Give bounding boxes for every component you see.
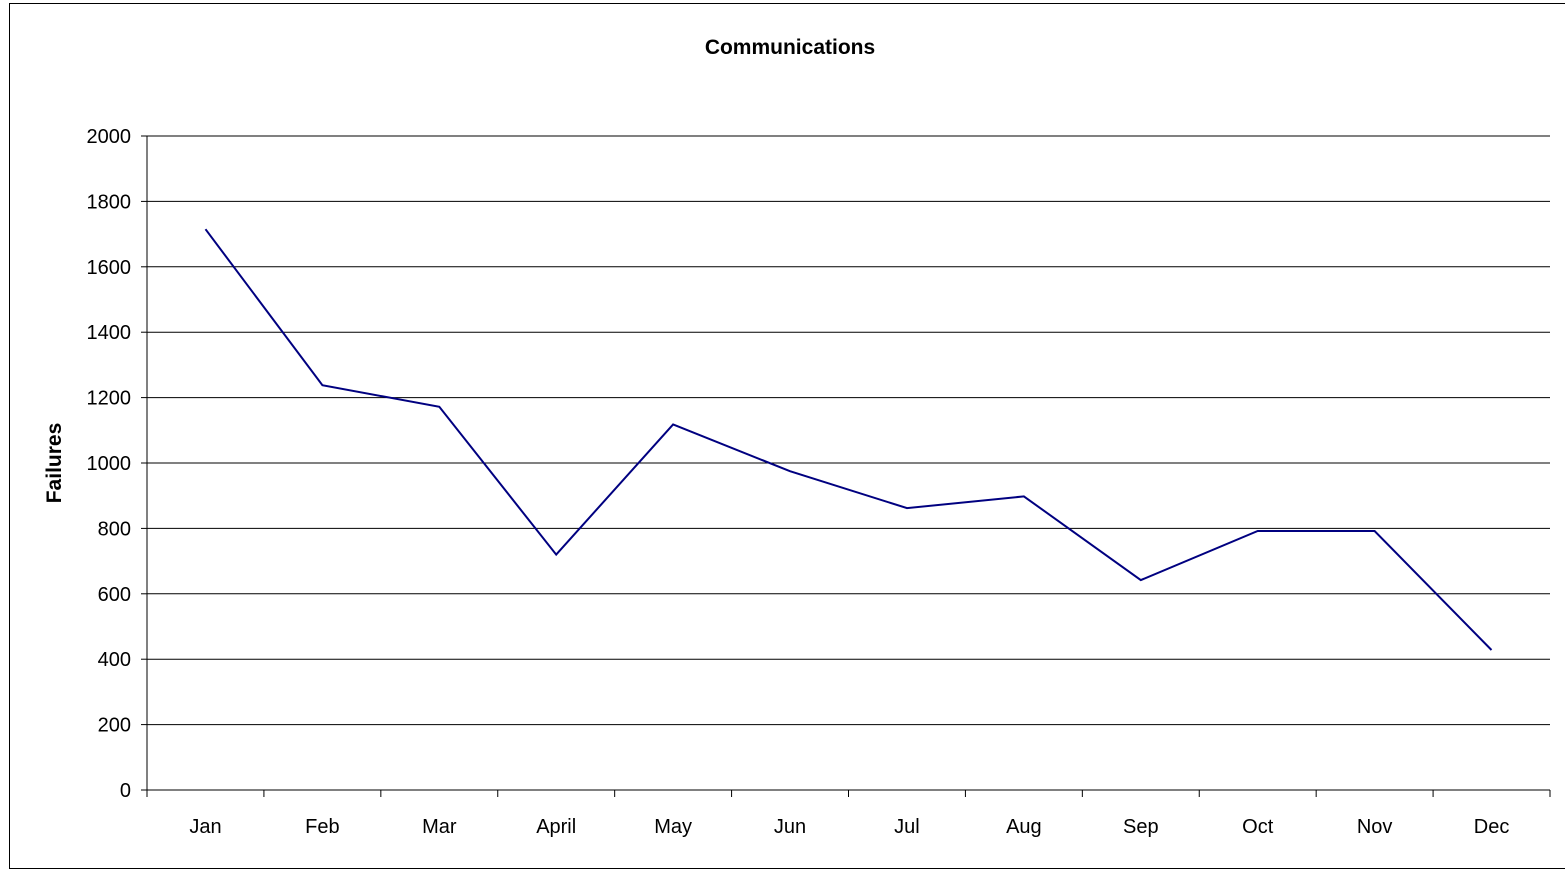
y-tick-label: 1800 [87, 191, 132, 213]
x-tick-labels: Jan Feb Mar April May Jun Jul Aug Sep Oct Nov Dec [189, 816, 1509, 838]
y-tick-label: 1000 [87, 453, 132, 475]
y-tick-label: 800 [98, 518, 131, 540]
x-tick-label: Nov [1357, 816, 1393, 838]
chart-title: Communications [705, 36, 875, 59]
axes [141, 135, 1551, 797]
x-tick-label: Feb [305, 816, 339, 838]
y-tick-label: 1600 [87, 257, 132, 279]
y-tick-label: 400 [98, 649, 131, 671]
y-tick-labels: 0 200 400 600 800 1000 1200 1400 1600 1800 2000 [87, 126, 132, 802]
x-tick-label: Sep [1123, 816, 1159, 838]
y-tick-label: 1200 [87, 388, 132, 410]
x-tick-label: Aug [1006, 816, 1042, 838]
y-tick-label: 200 [98, 715, 131, 737]
x-tick-label: Dec [1474, 816, 1510, 838]
y-tick-label: 1400 [87, 322, 132, 344]
series-line [204, 228, 1493, 651]
y-tick-label: 2000 [87, 126, 132, 148]
y-tick-label: 0 [120, 780, 131, 802]
x-tick-label: April [536, 816, 576, 838]
x-tick-label: Oct [1242, 816, 1274, 838]
series-layer [204, 228, 1493, 651]
y-tick-label: 600 [98, 584, 131, 606]
gridlines [147, 135, 1550, 726]
x-tick-label: Jul [894, 816, 920, 838]
y-axis-label: Failures [43, 423, 66, 504]
x-tick-label: Jan [189, 816, 221, 838]
x-tick-label: May [654, 816, 692, 838]
chart-frame [9, 3, 1565, 869]
x-tick-label: Jun [774, 816, 806, 838]
x-tick-label: Mar [422, 816, 457, 838]
